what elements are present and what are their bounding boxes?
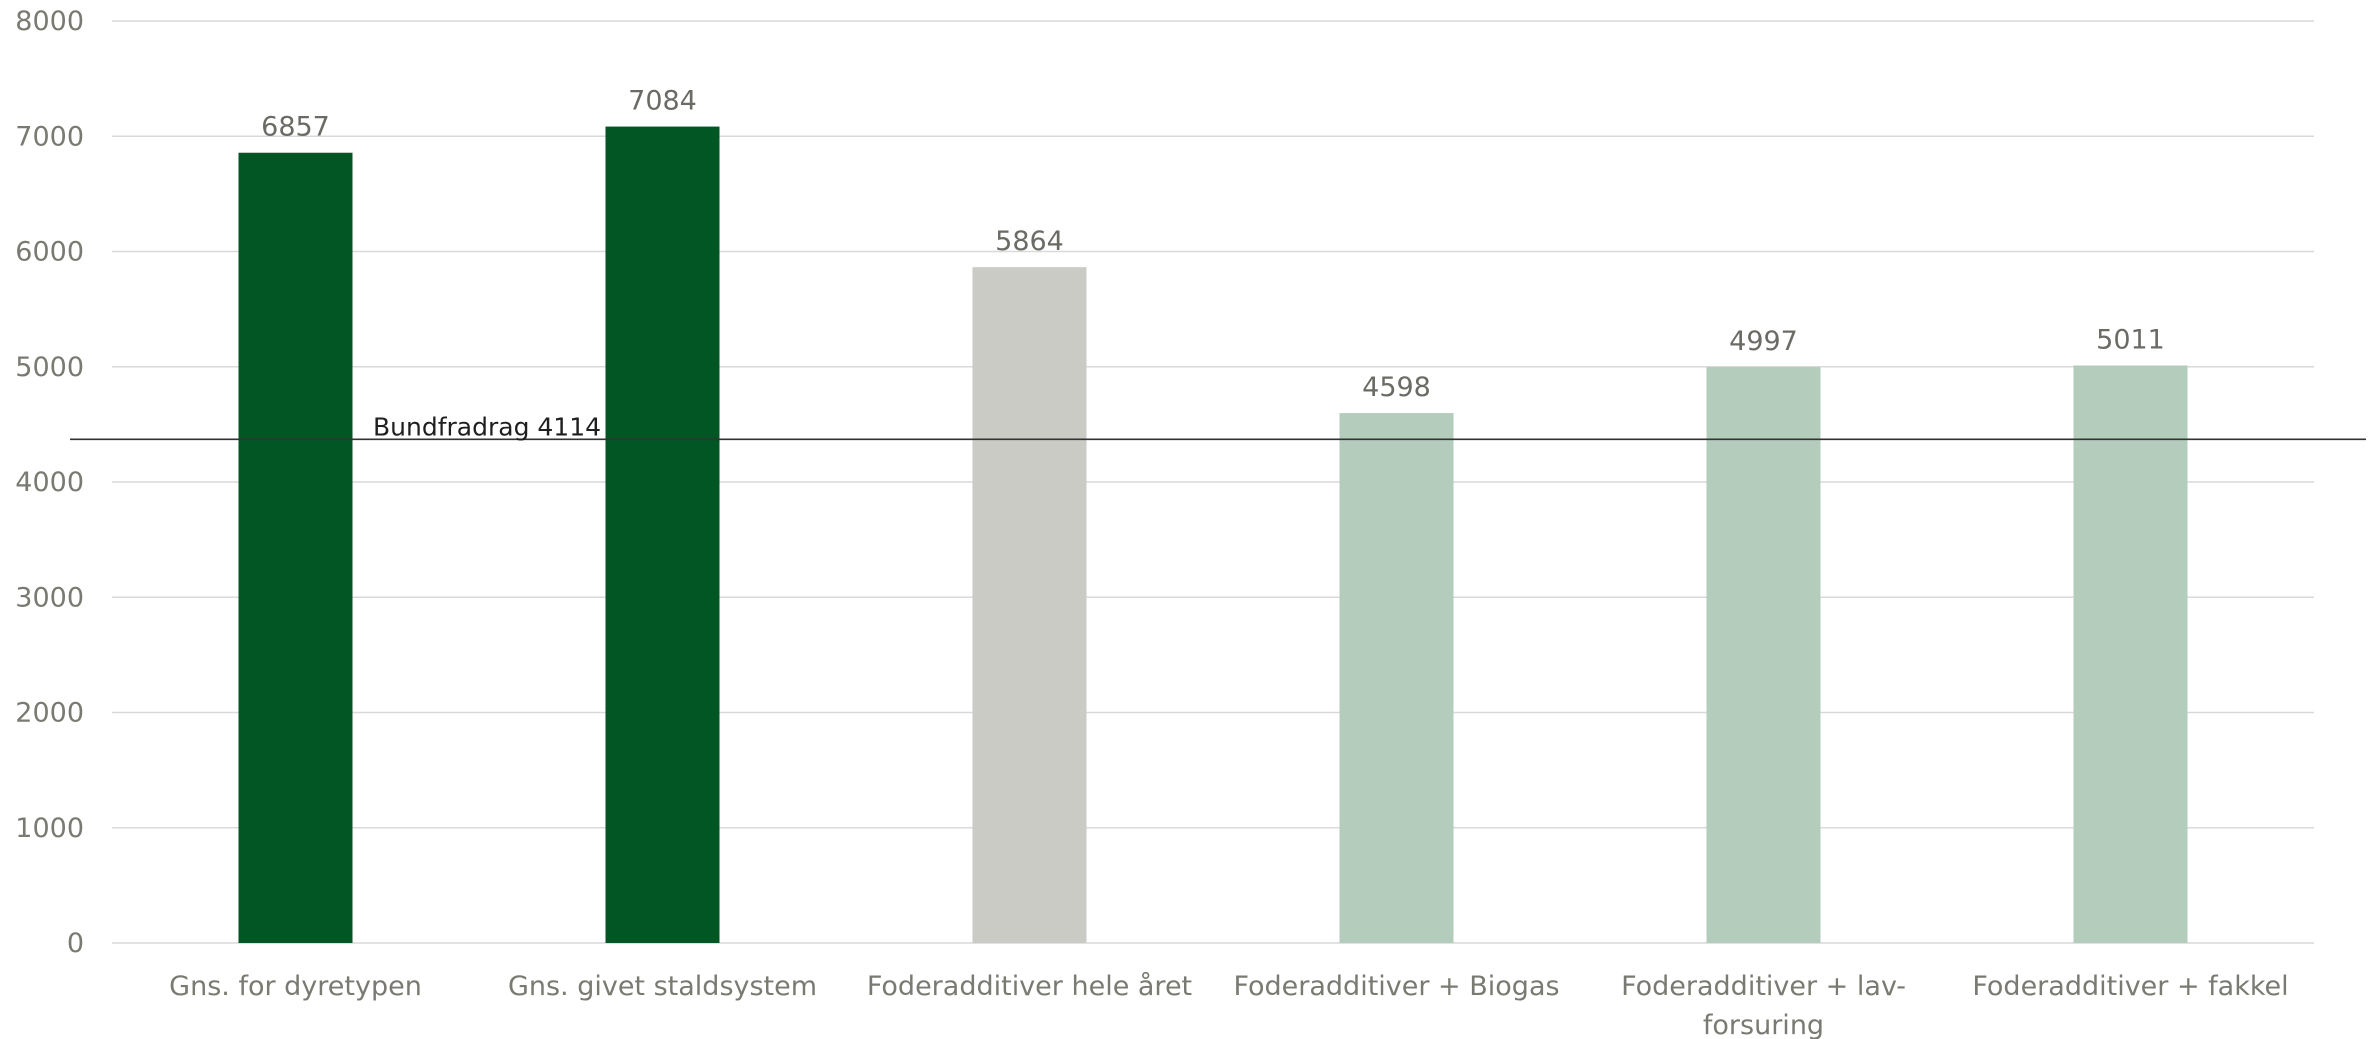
y-tick-label: 4000 — [15, 467, 84, 498]
data-labels: 6857 7084 5864 4598 4997 5011 — [261, 86, 2165, 404]
data-label: 4598 — [1362, 372, 1431, 403]
data-label: 7084 — [628, 86, 697, 117]
bar-4 — [1339, 413, 1454, 943]
y-tick-label: 1000 — [15, 813, 84, 844]
data-label: 5864 — [995, 226, 1064, 257]
y-tick-label: 0 — [67, 928, 84, 959]
data-label: 6857 — [261, 112, 330, 143]
bar-2 — [605, 126, 720, 944]
reference-line-group: Bundfradrag 4114 — [70, 412, 2366, 441]
x-category-label: Foderadditiver hele året — [867, 971, 1192, 1002]
bar-3 — [972, 267, 1087, 943]
x-category-label: Foderadditiver + fakkel — [1972, 971, 2288, 1002]
y-tick-label: 5000 — [15, 352, 84, 383]
bar-1 — [238, 152, 353, 944]
x-axis-labels: Gns. for dyretypen Gns. givet staldsystem… — [169, 971, 2288, 1039]
x-category-label: Gns. for dyretypen — [169, 971, 422, 1002]
reference-line-label: Bundfradrag 4114 — [373, 412, 601, 441]
data-label: 5011 — [2096, 324, 2165, 355]
gridlines — [112, 20, 2314, 944]
y-tick-label: 8000 — [15, 6, 84, 37]
y-tick-label: 2000 — [15, 698, 84, 729]
x-category-label: Foderadditiver + Biogas — [1233, 971, 1559, 1002]
bar-5 — [1706, 367, 1821, 943]
bars — [238, 126, 2188, 944]
y-tick-label: 3000 — [15, 582, 84, 613]
x-category-label: Foderadditiver + lav-forsuring — [1621, 971, 1906, 1039]
y-tick-label: 7000 — [15, 121, 84, 152]
y-axis-ticks: 0 1000 2000 3000 4000 5000 6000 7000 8000 — [15, 6, 84, 959]
y-tick-label: 6000 — [15, 237, 84, 268]
bar-6 — [2073, 365, 2188, 943]
data-label: 4997 — [1729, 326, 1798, 357]
x-category-label: Gns. givet staldsystem — [508, 971, 817, 1002]
